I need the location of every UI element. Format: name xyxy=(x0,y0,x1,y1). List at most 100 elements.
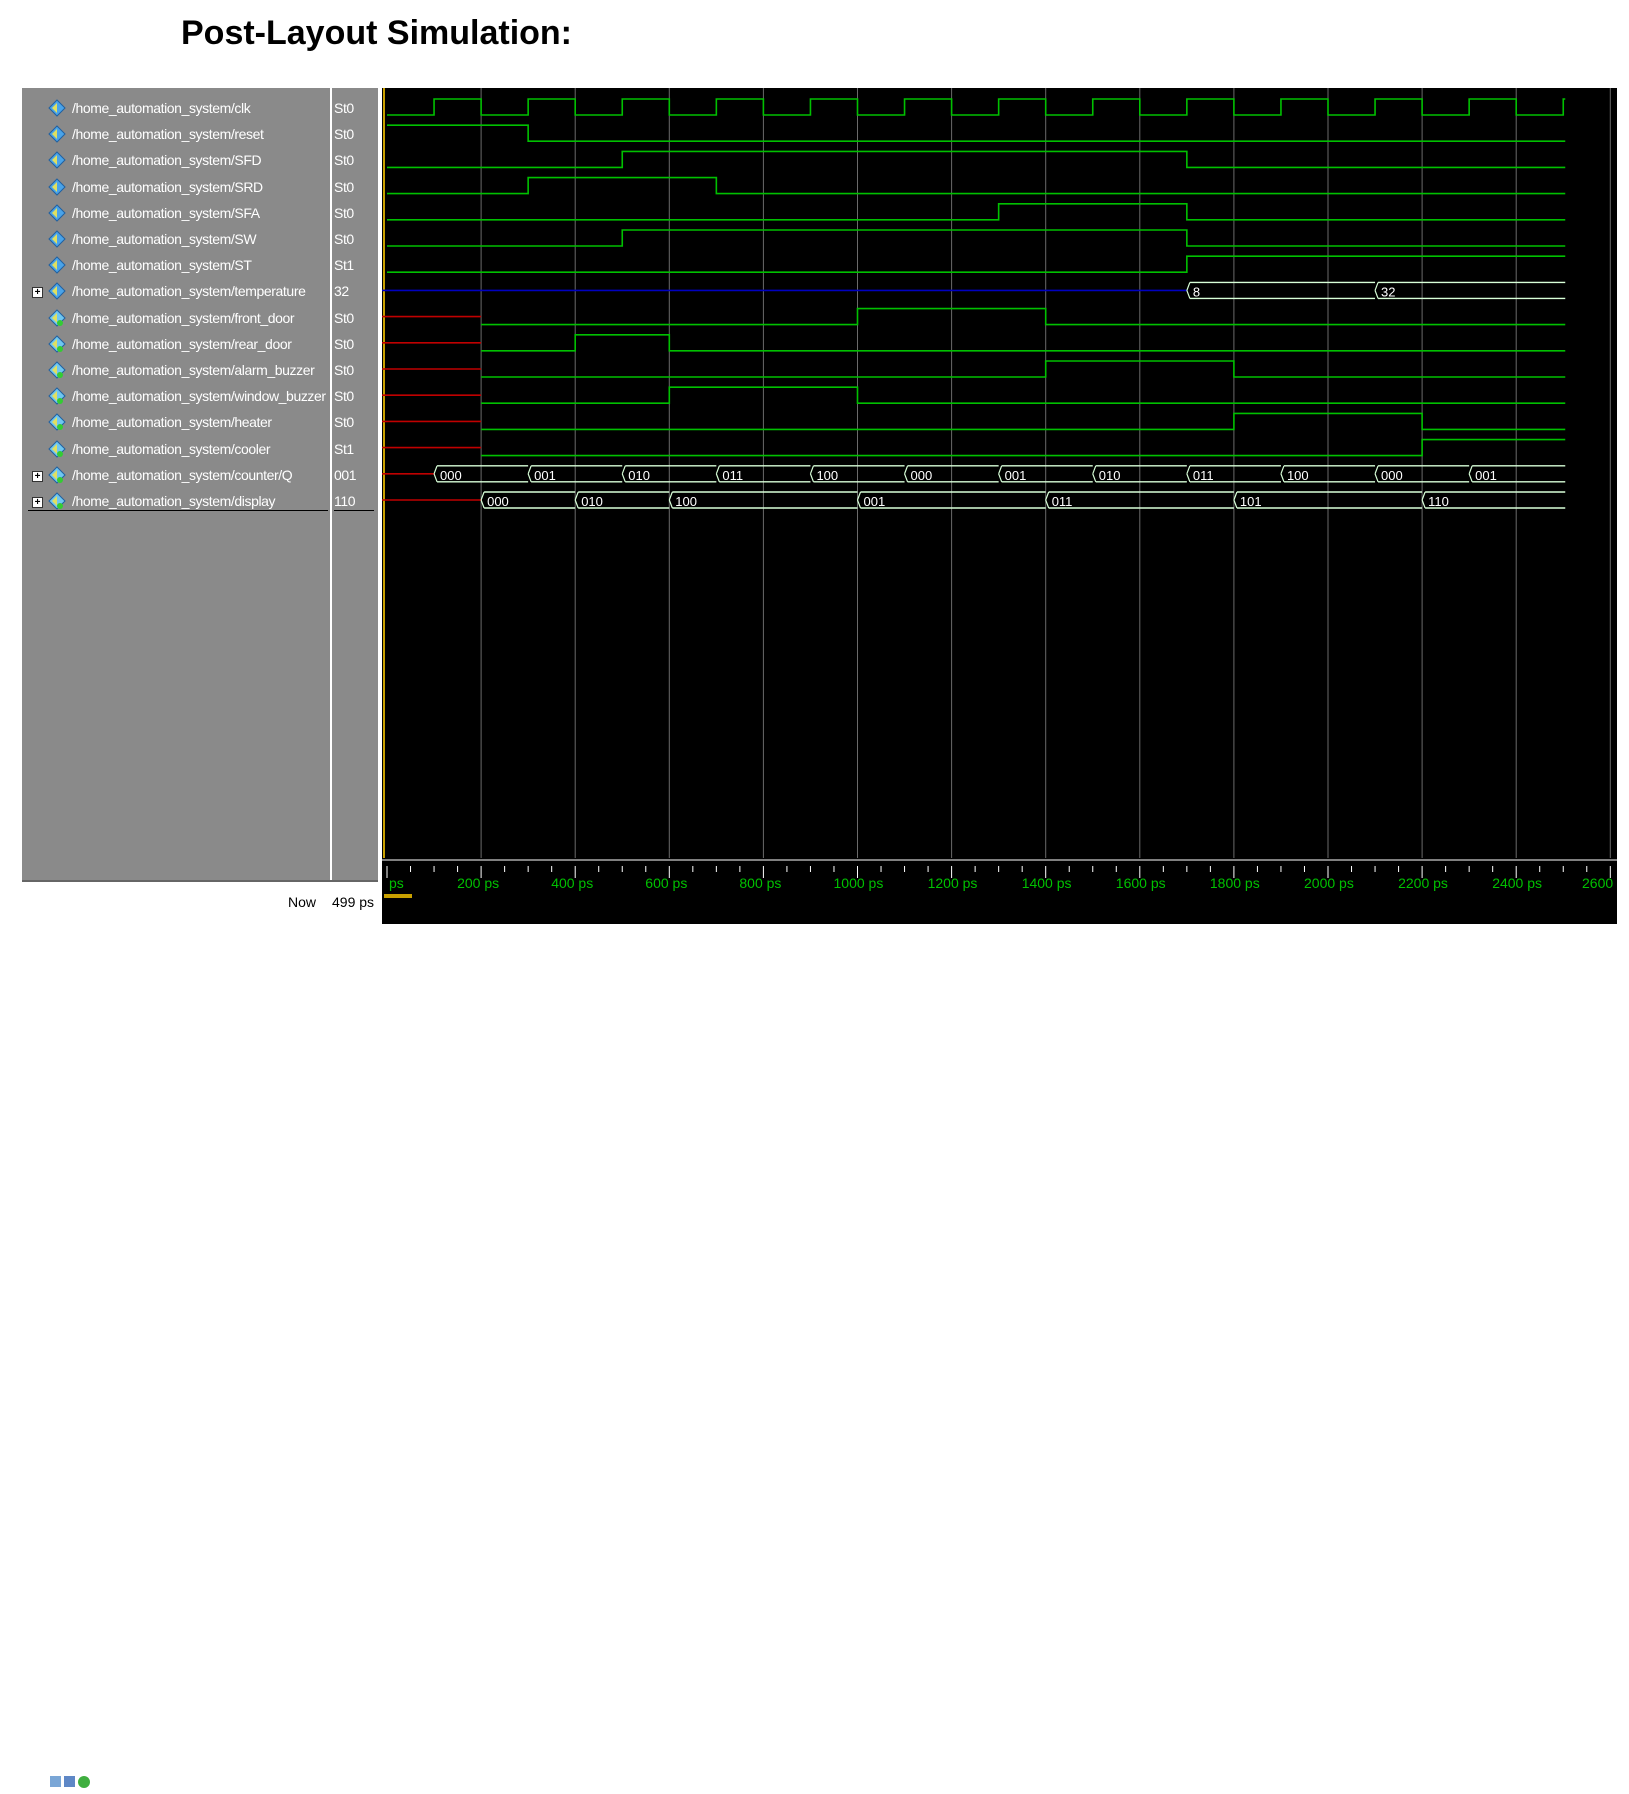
bus-value-label: 010 xyxy=(628,468,650,483)
bus-transition xyxy=(574,499,579,509)
signal-value: St0 xyxy=(334,414,354,431)
pane-divider[interactable] xyxy=(378,84,382,928)
signal-wave xyxy=(387,176,1566,195)
signal-wave xyxy=(481,438,1566,457)
signal-value: St0 xyxy=(334,100,354,116)
signal-value: St0 xyxy=(334,388,354,405)
signal-value: St1 xyxy=(334,257,354,274)
bus-transition xyxy=(527,465,532,475)
output-signal-icon xyxy=(48,361,66,379)
bus-transition xyxy=(1468,465,1473,475)
signal-value: St0 xyxy=(334,309,354,326)
signal-name[interactable]: /home_automation_system/display xyxy=(72,493,276,509)
bus-transition xyxy=(1374,473,1379,483)
time-tick-label: 2200 ps xyxy=(1398,875,1448,891)
signal-value: 001 xyxy=(334,466,357,483)
signal-name[interactable]: /home_automation_system/window_buzzer xyxy=(72,388,326,405)
bus-transition xyxy=(480,499,485,509)
status-bar-value: 499 ps xyxy=(330,880,378,926)
bus-transition xyxy=(715,473,720,483)
bus-value-label: 000 xyxy=(911,468,933,483)
bus-transition xyxy=(903,465,909,475)
bus-transition xyxy=(1233,491,1238,501)
signal-name[interactable]: /home_automation_system/front_door xyxy=(72,309,295,326)
page-title: Post-Layout Simulation: xyxy=(181,14,572,52)
signal-name[interactable]: /home_automation_system/counter/Q xyxy=(72,466,293,483)
signal-name[interactable]: /home_automation_system/SFA xyxy=(72,204,260,221)
expand-toggle-icon[interactable]: + xyxy=(32,287,43,299)
bus-transition xyxy=(1092,465,1097,475)
input-signal-icon xyxy=(48,125,66,143)
signal-name-pane[interactable] xyxy=(22,88,330,880)
time-tick-label: 1800 ps xyxy=(1210,875,1260,891)
signal-value: St0 xyxy=(334,231,354,247)
signal-name[interactable]: /home_automation_system/ST xyxy=(72,257,252,274)
signal-name[interactable]: /home_automation_system/reset xyxy=(72,126,264,143)
bus-transition xyxy=(433,465,438,475)
input-signal-icon xyxy=(48,230,66,248)
bus-value-label: 001 xyxy=(1475,468,1497,483)
signal-name[interactable]: /home_automation_system/temperature xyxy=(72,283,306,300)
expand-toggle-icon[interactable]: + xyxy=(32,470,43,482)
bus-transition xyxy=(1233,499,1238,509)
status-bar-left: Now xyxy=(22,880,330,1788)
signal-name[interactable]: /home_automation_system/heater xyxy=(72,414,272,431)
bus-transition xyxy=(1092,473,1097,483)
time-tick-label: 600 ps xyxy=(645,875,687,891)
signal-name[interactable]: /home_automation_system/clk xyxy=(72,100,251,116)
bus-value-label: 001 xyxy=(864,494,886,509)
bus-transition xyxy=(1186,282,1191,291)
signal-wave xyxy=(387,150,1566,169)
signal-wave xyxy=(387,203,1566,221)
bus-value-label: 100 xyxy=(675,494,697,509)
time-tick-label: 2400 ps xyxy=(1492,875,1542,891)
output-signal-icon xyxy=(48,308,66,327)
output-signal-icon xyxy=(48,439,66,458)
signal-name[interactable]: /home_automation_system/alarm_buzzer xyxy=(72,362,315,378)
time-tick-label: 1600 ps xyxy=(1116,875,1166,891)
waveform-pane[interactable]: 8 32 000 001 010 011 100 000 001 010 011 100 000 001 0… xyxy=(382,88,1629,924)
input-signal-icon xyxy=(48,204,66,222)
bus-transition xyxy=(1186,290,1191,299)
signal-value: 32 xyxy=(334,283,349,300)
signal-name[interactable]: /home_automation_system/rear_door xyxy=(72,335,292,352)
signal-wave xyxy=(387,98,1566,116)
time-tick-label: 800 ps xyxy=(739,875,781,891)
signal-name[interactable]: /home_automation_system/SW xyxy=(72,231,257,247)
bus-value-label: 110 xyxy=(1428,494,1449,509)
time-axis-bg xyxy=(382,858,1617,924)
zoom-icon xyxy=(50,1776,61,1787)
toolbar-icons[interactable] xyxy=(48,1772,92,1794)
signal-name[interactable]: /home_automation_system/SRD xyxy=(72,178,263,195)
signal-wave xyxy=(387,229,1566,247)
input-signal-icon xyxy=(48,256,66,274)
bus-transition xyxy=(1045,499,1050,509)
expand-toggle-icon[interactable]: + xyxy=(32,497,43,508)
bus-transition xyxy=(1374,282,1379,291)
output-signal-icon xyxy=(48,413,66,432)
bus-transition xyxy=(527,473,532,483)
signal-wave xyxy=(481,334,1566,352)
bus-transition xyxy=(1374,465,1379,475)
signal-value-pane[interactable] xyxy=(330,88,380,880)
bus-value-label: 011 xyxy=(1193,468,1214,483)
bus-transition xyxy=(1421,499,1426,509)
signal-wave xyxy=(387,124,1566,143)
time-tick-label: 1200 ps xyxy=(928,875,978,891)
signal-name[interactable]: /home_automation_system/SFD xyxy=(72,152,262,169)
bus-transition xyxy=(809,473,815,483)
bus-value-label: 100 xyxy=(816,468,838,483)
input-signal-icon xyxy=(48,151,66,170)
signal-value: St0 xyxy=(334,178,354,195)
signal-value: St0 xyxy=(334,362,354,378)
bus-transition xyxy=(856,499,862,509)
waveform-canvas[interactable]: 8 32 000 001 010 011 100 000 001 010 011 100 000 001 0… xyxy=(382,88,1629,924)
signal-name[interactable]: /home_automation_system/cooler xyxy=(72,440,271,457)
bus-transition xyxy=(1186,473,1191,483)
signal-value: St0 xyxy=(334,335,354,352)
row-divider xyxy=(334,510,374,512)
signal-wave xyxy=(481,307,1566,326)
bus-transition xyxy=(1468,473,1473,483)
bus-transition xyxy=(621,465,626,475)
bus-transition xyxy=(1374,290,1379,299)
